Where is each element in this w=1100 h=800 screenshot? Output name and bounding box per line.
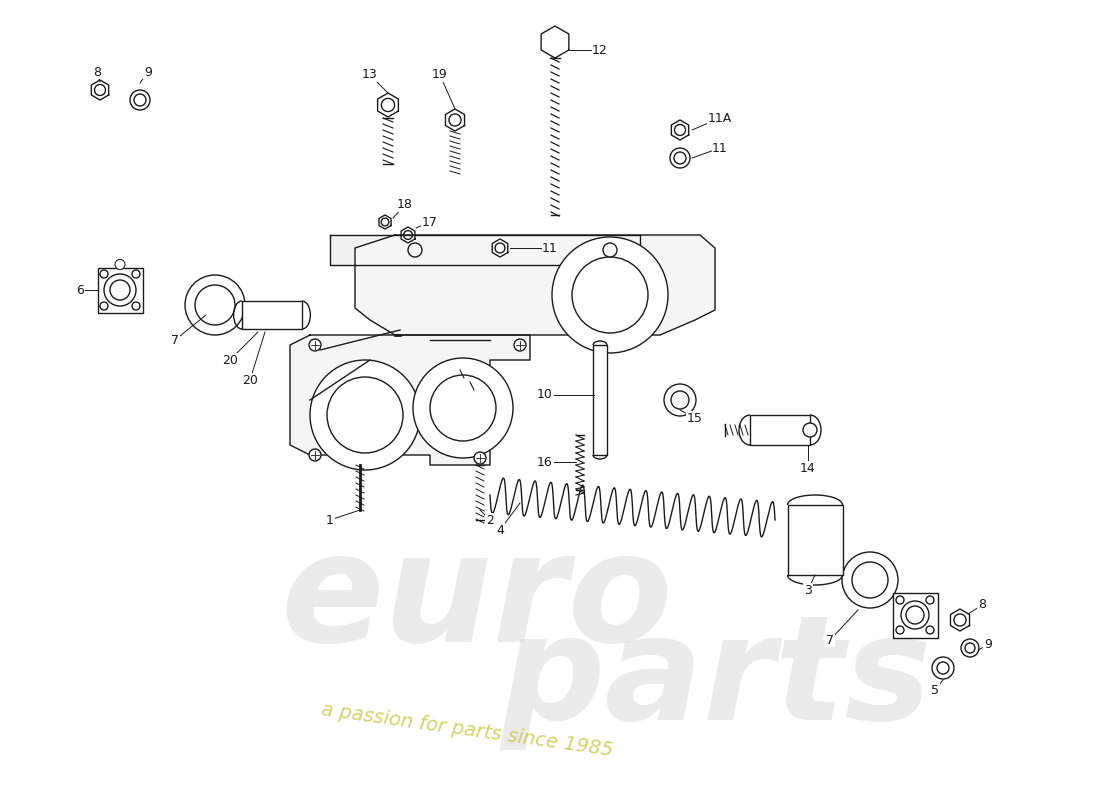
Circle shape [901, 601, 930, 629]
Circle shape [803, 423, 817, 437]
Bar [242, 301, 302, 329]
Circle shape [195, 285, 235, 325]
Bar [750, 415, 810, 445]
Circle shape [100, 302, 108, 310]
Polygon shape [950, 609, 969, 631]
Text: 20: 20 [222, 354, 238, 366]
Circle shape [309, 339, 321, 351]
Circle shape [932, 657, 954, 679]
Text: 19: 19 [432, 69, 448, 82]
Circle shape [852, 562, 888, 598]
Bar [892, 593, 937, 638]
Text: 9: 9 [144, 66, 152, 78]
Text: 8: 8 [978, 598, 986, 611]
Text: 5: 5 [931, 683, 939, 697]
Text: 3: 3 [804, 583, 812, 597]
Circle shape [430, 375, 496, 441]
Text: 14: 14 [800, 462, 816, 474]
Text: 7: 7 [170, 334, 179, 346]
Text: 11: 11 [542, 242, 558, 254]
Text: 18: 18 [397, 198, 412, 211]
Circle shape [926, 626, 934, 634]
Polygon shape [446, 109, 464, 131]
Circle shape [842, 552, 898, 608]
Circle shape [185, 275, 245, 335]
Circle shape [603, 243, 617, 257]
Circle shape [664, 384, 696, 416]
Circle shape [408, 243, 422, 257]
Text: 16: 16 [537, 455, 553, 469]
Text: 13: 13 [362, 69, 378, 82]
Circle shape [896, 596, 904, 604]
Text: 6: 6 [76, 283, 84, 297]
Circle shape [116, 259, 125, 270]
Text: 2: 2 [486, 514, 494, 526]
Polygon shape [378, 215, 392, 229]
Text: 7: 7 [826, 634, 834, 646]
Circle shape [110, 280, 130, 300]
Bar [98, 267, 143, 313]
Circle shape [100, 270, 108, 278]
Bar [788, 505, 843, 575]
Circle shape [961, 639, 979, 657]
Circle shape [896, 626, 904, 634]
Text: a passion for parts since 1985: a passion for parts since 1985 [320, 700, 614, 760]
Circle shape [906, 606, 924, 624]
Text: 1: 1 [326, 514, 334, 526]
Text: 17: 17 [422, 215, 438, 229]
Circle shape [474, 452, 486, 464]
Text: 11A: 11A [708, 111, 733, 125]
Circle shape [671, 391, 689, 409]
Circle shape [104, 274, 136, 306]
Text: 15: 15 [688, 411, 703, 425]
Polygon shape [492, 239, 508, 257]
Text: 10: 10 [537, 389, 553, 402]
Polygon shape [330, 235, 640, 265]
Text: 9: 9 [984, 638, 992, 651]
Circle shape [310, 360, 420, 470]
Circle shape [937, 662, 949, 674]
Polygon shape [541, 26, 569, 58]
Circle shape [674, 152, 686, 164]
Circle shape [572, 257, 648, 333]
Circle shape [514, 339, 526, 351]
Polygon shape [671, 120, 689, 140]
Circle shape [670, 148, 690, 168]
Circle shape [412, 358, 513, 458]
Text: parts: parts [500, 610, 932, 750]
Polygon shape [355, 235, 715, 335]
Circle shape [926, 596, 934, 604]
Text: 4: 4 [496, 523, 504, 537]
Circle shape [132, 270, 140, 278]
Circle shape [552, 237, 668, 353]
Text: 8: 8 [94, 66, 101, 78]
Polygon shape [402, 227, 415, 243]
Polygon shape [91, 80, 109, 100]
Bar [593, 345, 607, 455]
Circle shape [130, 90, 150, 110]
Text: euro: euro [280, 526, 673, 674]
Polygon shape [290, 335, 530, 465]
Text: 11: 11 [712, 142, 728, 154]
Circle shape [965, 643, 975, 653]
Circle shape [327, 377, 403, 453]
Circle shape [132, 302, 140, 310]
Text: 20: 20 [242, 374, 257, 386]
Circle shape [309, 449, 321, 461]
Text: 12: 12 [592, 43, 608, 57]
Circle shape [134, 94, 146, 106]
Polygon shape [377, 93, 398, 117]
